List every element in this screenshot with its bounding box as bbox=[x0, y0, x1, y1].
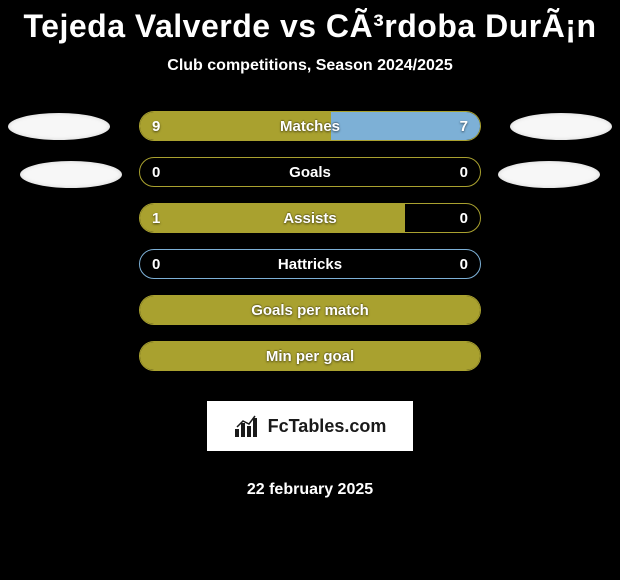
bars-list: Matches97Goals00Assists10Hattricks00Goal… bbox=[139, 111, 481, 371]
page-title: Tejeda Valverde vs CÃ³rdoba DurÃ¡n bbox=[24, 8, 597, 45]
stat-value-left: 0 bbox=[152, 164, 160, 181]
date-text: 22 february 2025 bbox=[247, 481, 373, 499]
stat-fill-left bbox=[140, 296, 480, 324]
stat-fill-left bbox=[140, 204, 405, 232]
fctables-logo[interactable]: FcTables.com bbox=[207, 401, 413, 451]
stat-value-right: 0 bbox=[460, 164, 468, 181]
stat-value-right: 0 bbox=[460, 256, 468, 273]
stat-fill-left bbox=[140, 342, 480, 370]
stat-row: Min per goal bbox=[139, 341, 481, 371]
stat-label: Hattricks bbox=[140, 256, 480, 273]
player-right-avatar-placeholder-2 bbox=[498, 161, 600, 188]
stat-fill-right bbox=[331, 112, 480, 140]
logo-text: FcTables.com bbox=[268, 416, 387, 437]
player-right-avatar-placeholder bbox=[510, 113, 612, 140]
comparison-chart: Matches97Goals00Assists10Hattricks00Goal… bbox=[0, 111, 620, 499]
stat-row: Goals0 0 bbox=[139, 157, 481, 187]
stat-row: Hattricks0 0 bbox=[139, 249, 481, 279]
root-container: Tejeda Valverde vs CÃ³rdoba DurÃ¡n Club … bbox=[0, 0, 620, 499]
stat-row: Goals per match bbox=[139, 295, 481, 325]
player-left-avatar-placeholder bbox=[8, 113, 110, 140]
stat-label: Goals bbox=[140, 164, 480, 181]
stat-row: Assists10 bbox=[139, 203, 481, 233]
stat-row: Matches97 bbox=[139, 111, 481, 141]
stat-value-left: 0 bbox=[152, 256, 160, 273]
stat-fill-left bbox=[140, 112, 331, 140]
page-subtitle: Club competitions, Season 2024/2025 bbox=[167, 57, 452, 75]
stat-value-right: 0 bbox=[460, 210, 468, 227]
player-left-avatar-placeholder-2 bbox=[20, 161, 122, 188]
bars-icon bbox=[234, 415, 262, 437]
